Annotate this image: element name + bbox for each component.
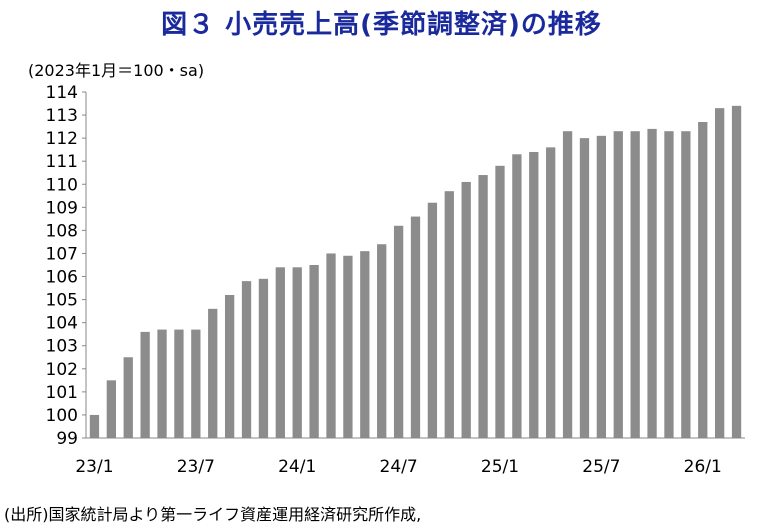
bar	[731, 105, 742, 438]
y-tick-label: 106	[46, 268, 78, 288]
y-tick-label: 111	[46, 152, 78, 172]
y-tick-label: 114	[46, 83, 78, 103]
x-tick-label: 23/1	[75, 457, 113, 477]
bar	[647, 128, 657, 438]
bar	[630, 131, 640, 439]
bar	[664, 131, 674, 439]
bar	[579, 138, 590, 438]
bar	[309, 265, 319, 438]
x-tick-label: 25/1	[481, 457, 519, 477]
x-tick-label: 26/1	[684, 457, 722, 477]
bar	[478, 175, 488, 439]
bar	[393, 225, 404, 438]
bar	[596, 135, 607, 438]
bar	[461, 181, 471, 438]
bar	[495, 165, 505, 438]
bar	[89, 414, 100, 438]
bar	[241, 281, 252, 438]
bar	[224, 294, 235, 438]
y-tick-label: 100	[46, 406, 78, 426]
bar	[613, 131, 623, 439]
y-tick-label: 110	[46, 175, 78, 195]
x-tick-label: 24/7	[380, 457, 418, 477]
bar	[292, 267, 302, 438]
y-tick-label: 103	[46, 337, 78, 357]
x-tick-label: 23/7	[177, 457, 215, 477]
bar	[360, 251, 370, 438]
bar	[546, 147, 556, 439]
bar	[377, 244, 387, 438]
y-axis-ticks: 99 100 101 102 103 104 105 106 107 108 109 110 111 11…	[46, 83, 86, 449]
bar	[410, 216, 421, 438]
bar	[681, 131, 691, 439]
bar	[157, 329, 167, 438]
bar	[562, 131, 573, 439]
x-tick-label: 25/7	[582, 457, 620, 477]
bar	[258, 278, 269, 438]
source-note: (出所)国家統計局より第一ライフ資産運用経済研究所作成,	[4, 505, 422, 524]
y-tick-label: 112	[46, 129, 78, 149]
bar	[106, 380, 116, 438]
bar	[343, 255, 353, 438]
bar	[444, 191, 454, 438]
y-tick-label: 113	[46, 106, 78, 126]
x-axis-ticks: 23/1 23/7 24/1 24/7 25/1 25/7 26/1	[75, 457, 721, 477]
chart-title: 図３ 小売売上高(季節調整済)の推移	[161, 10, 602, 40]
bar	[208, 308, 218, 438]
unit-label: (2023年1月＝100・sa)	[28, 61, 205, 80]
y-tick-label: 102	[46, 360, 78, 380]
bar	[512, 154, 522, 438]
bar	[326, 253, 336, 438]
y-tick-label: 108	[46, 221, 78, 241]
bar-chart: 99 100 101 102 103 104 105 106 107 108 109 110 111 11…	[46, 83, 745, 477]
bar	[529, 151, 539, 438]
bar	[123, 357, 133, 438]
y-tick-label: 99	[56, 429, 78, 449]
y-tick-label: 104	[46, 314, 78, 334]
bar	[427, 202, 438, 438]
bars	[89, 105, 742, 439]
bar	[275, 267, 285, 438]
bar	[140, 331, 150, 438]
y-tick-label: 109	[46, 198, 78, 218]
y-tick-label: 101	[46, 383, 78, 403]
y-tick-label: 105	[46, 291, 78, 311]
bar	[715, 108, 725, 438]
bar	[174, 329, 184, 438]
bar	[698, 121, 708, 438]
bar	[191, 329, 201, 438]
y-tick-label: 107	[46, 244, 78, 264]
x-tick-label: 24/1	[278, 457, 316, 477]
